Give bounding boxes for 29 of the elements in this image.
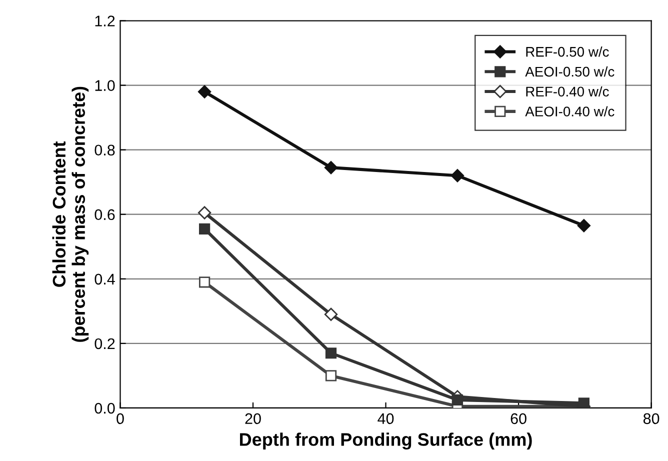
point [452,394,464,406]
legend-label: REF-0.40 w/c [526,86,609,97]
legend-label: AEOI-0.50 w/c [525,66,614,77]
y-tick-label: 0.6 [94,209,115,220]
point [325,370,337,382]
point [577,219,591,232]
y-tick-label: 0.2 [94,338,115,350]
x-axis-title: Depth from Ponding Surface (mm) [240,432,532,450]
y-tick-label: 0.8 [94,144,115,156]
point [325,348,337,359]
y-tick-label: 0.4 [94,274,115,285]
point [198,223,210,234]
x-tick-label: 40 [378,413,394,424]
x-tick-label: 80 [643,413,660,424]
y-tick-label: 0.0 [94,402,115,414]
x-tick-label: 20 [245,413,261,424]
point [450,169,464,182]
point [324,308,338,321]
point [324,160,338,174]
x-tick-label: 0 [116,413,124,424]
legend-label: REF-0.50 w/c [526,46,609,57]
point [198,85,212,98]
y-tick-label: 1.2 [95,16,115,26]
y-tick-label: 1.0 [95,80,115,91]
point [198,206,212,220]
y-axis-title: Chloride Content (percent by mass of concrete) [52,86,89,342]
point [198,276,210,288]
x-tick-label: 60 [510,413,526,424]
legend-label: AEOI-0.40 w/c [525,106,614,116]
